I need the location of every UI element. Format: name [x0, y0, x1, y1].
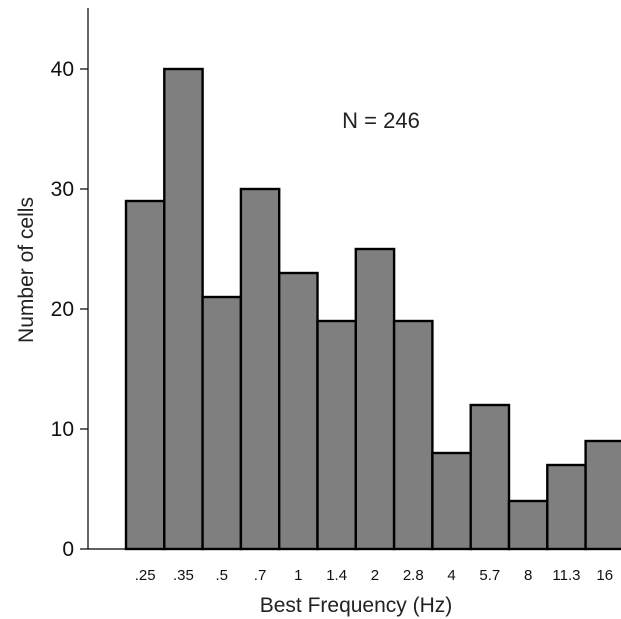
bar-8 [507, 499, 549, 551]
x-tick-label-1: 1 [294, 567, 302, 584]
bar-11.3 [546, 463, 587, 551]
x-ticks-group: .25 .35 .5 .7 1 1.4 2 2.8 4 5.7 8 11.3 16 [135, 567, 613, 584]
y-axis-label: Number of cells [15, 197, 38, 343]
bar-5.7 [469, 403, 511, 551]
x-tick-label-11.3: 11.3 [552, 567, 580, 584]
x-tick-label-.7: .7 [254, 567, 267, 584]
bar-.7 [239, 187, 281, 551]
y-tick-label-20: 20 [51, 298, 74, 321]
x-tick-label-.25: .25 [135, 567, 156, 584]
y-tick-label-0: 0 [62, 538, 74, 561]
x-tick-label-4: 4 [447, 567, 455, 584]
x-tick-label-8: 8 [524, 567, 532, 584]
bar-.35 [163, 67, 204, 551]
y-tick-label-30: 30 [51, 178, 74, 201]
x-tick-label-.35: .35 [173, 567, 194, 584]
x-tick-label-.5: .5 [215, 567, 228, 584]
x-tick-label-5.7: 5.7 [479, 567, 500, 584]
bar-2 [354, 247, 396, 551]
y-tick-label-10: 10 [51, 418, 74, 441]
x-tick-label-2: 2 [371, 567, 379, 584]
bar-4 [431, 451, 472, 551]
bar-2.8 [392, 319, 434, 551]
x-axis-label: Best Frequency (Hz) [260, 594, 453, 617]
bar-.5 [201, 295, 243, 551]
x-tick-label-16: 16 [596, 567, 613, 584]
x-tick-label-2.8: 2.8 [403, 567, 424, 584]
bar-1 [278, 271, 319, 551]
x-tick-label-1.4: 1.4 [326, 567, 347, 584]
bar-.25 [124, 199, 166, 551]
y-ticks-group: 0 10 20 30 40 [51, 58, 88, 561]
bar-16 [584, 439, 621, 551]
sample-size-annotation: N = 246 [342, 108, 420, 133]
y-tick-label-40: 40 [51, 58, 74, 81]
bars-group [124, 67, 621, 551]
bar-1.4 [316, 319, 357, 551]
